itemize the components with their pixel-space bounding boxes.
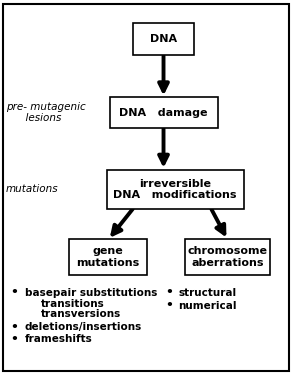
FancyBboxPatch shape [107,170,244,209]
FancyBboxPatch shape [185,239,270,274]
Text: gene
mutations: gene mutations [77,246,140,268]
Text: •: • [10,333,18,346]
Text: chromosome
aberrations: chromosome aberrations [188,246,268,268]
FancyBboxPatch shape [69,239,147,274]
Text: •: • [10,286,18,299]
Text: numerical: numerical [178,301,237,310]
Text: •: • [165,286,173,299]
Text: transversions: transversions [41,309,121,319]
FancyBboxPatch shape [110,97,218,128]
Text: irreversible
DNA   modifications: irreversible DNA modifications [114,178,237,200]
FancyBboxPatch shape [133,23,194,56]
Text: DNA   damage: DNA damage [119,108,208,117]
Text: mutations: mutations [6,184,58,194]
Text: pre- mutagenic
      lesions: pre- mutagenic lesions [6,102,86,123]
Text: DNA: DNA [150,34,177,44]
Text: frameshifts: frameshifts [25,334,93,344]
Text: •: • [10,321,18,333]
Text: transitions: transitions [41,299,105,309]
Text: basepair substitutions: basepair substitutions [25,288,157,297]
Text: deletions/insertions: deletions/insertions [25,322,142,332]
Text: •: • [165,299,173,312]
Text: structural: structural [178,288,236,297]
